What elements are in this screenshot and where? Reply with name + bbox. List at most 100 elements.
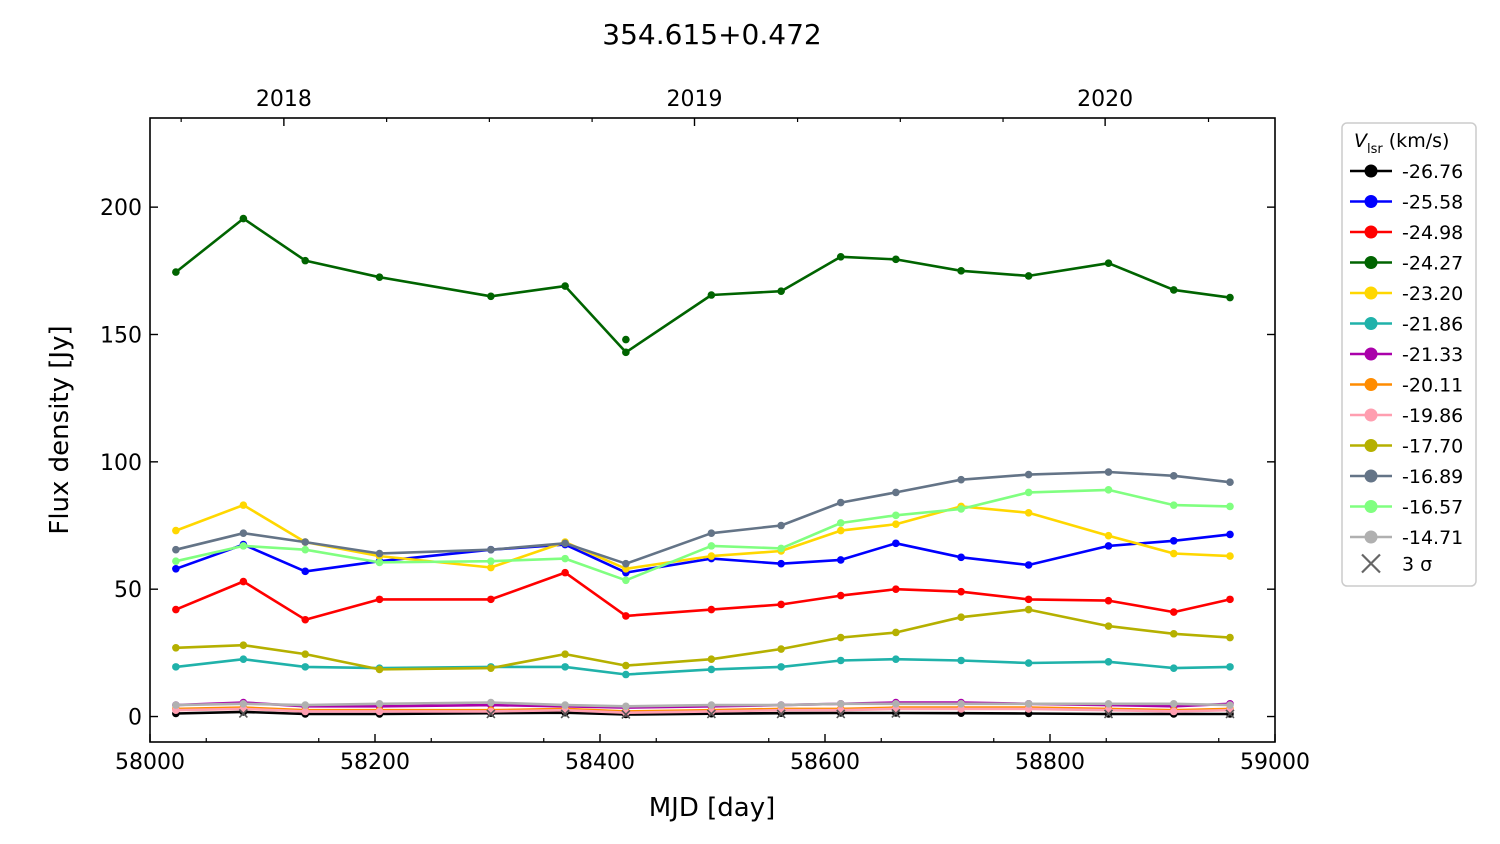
data-point <box>561 568 569 577</box>
sigma-marker <box>621 709 631 720</box>
data-point <box>777 600 785 609</box>
legend-items: -26.76 -25.58 -24.98 -24.27 -23.20 -21.86 -21.… <box>1350 161 1463 576</box>
data-point <box>957 699 965 708</box>
legend-item: -14.71 <box>1350 527 1463 549</box>
data-point <box>1104 596 1113 605</box>
data-point <box>301 256 310 265</box>
data-point <box>1169 629 1178 638</box>
y-tick-label: 100 <box>100 451 142 476</box>
data-point <box>622 335 630 344</box>
data-point <box>375 273 384 281</box>
data-point <box>957 267 965 275</box>
data-point <box>239 214 248 223</box>
series--24.27 <box>172 214 1234 357</box>
legend-label: -24.98 <box>1402 222 1463 244</box>
data-point <box>301 701 310 709</box>
data-point <box>1104 531 1113 540</box>
sigma-marker <box>1103 709 1114 719</box>
legend-label: -23.20 <box>1402 283 1463 305</box>
data-point <box>239 529 248 537</box>
data-point <box>1104 542 1113 550</box>
sigma-marker <box>706 709 716 719</box>
data-point <box>1169 707 1178 716</box>
series--16.89 <box>172 468 1234 568</box>
data-point <box>1169 536 1178 545</box>
data-point <box>1169 664 1178 672</box>
sigma-marker <box>238 708 248 719</box>
legend-label: -25.58 <box>1402 192 1463 214</box>
data-point <box>836 633 845 642</box>
data-point <box>707 707 716 716</box>
legend-marker <box>1364 378 1378 391</box>
legend-label: -21.86 <box>1402 314 1463 336</box>
series-line <box>175 488 1231 582</box>
data-point <box>301 663 310 671</box>
data-point <box>836 591 845 600</box>
legend-item: -24.98 <box>1350 222 1463 244</box>
ticks-layer: 58000 58200 58400 58600 58800 59000 0 50 100 150 2… <box>100 87 1310 775</box>
data-point <box>1104 622 1113 630</box>
series-line <box>175 608 1231 671</box>
data-point <box>487 563 495 572</box>
data-point <box>777 559 785 568</box>
data-point <box>707 655 716 664</box>
series-line <box>175 470 1231 566</box>
data-point <box>301 650 310 658</box>
plot-frame <box>149 117 1276 743</box>
data-point <box>375 549 384 558</box>
legend-item: -19.86 <box>1350 405 1463 427</box>
data-point <box>487 292 495 301</box>
data-point <box>1024 659 1033 667</box>
data-point <box>1226 530 1234 539</box>
legend-title: Vlsr (km/s) <box>1354 130 1449 157</box>
data-point <box>1226 595 1234 604</box>
data-point <box>777 521 785 530</box>
data-point <box>561 282 569 290</box>
data-point <box>1104 657 1113 666</box>
data-point <box>239 542 248 550</box>
data-point <box>1226 663 1234 671</box>
data-point <box>777 287 785 295</box>
data-point <box>375 707 384 716</box>
data-point <box>1024 508 1033 517</box>
legend-sigma-label: 3 σ <box>1402 554 1432 576</box>
legend-marker <box>1364 256 1378 269</box>
chart-title: 354.615+0.472 <box>602 18 821 51</box>
legend-title-sub: lsr <box>1367 142 1383 157</box>
series-line <box>175 533 1231 574</box>
legend-marker <box>1364 439 1378 452</box>
data-point <box>622 708 630 717</box>
data-point <box>892 539 900 548</box>
data-point <box>957 553 965 562</box>
data-point <box>622 612 630 620</box>
legend-label: -24.27 <box>1402 253 1463 275</box>
data-point <box>239 655 248 664</box>
legend-marker <box>1364 286 1378 300</box>
data-point <box>836 519 845 527</box>
y-tick-label: 50 <box>114 578 142 603</box>
legend-sigma-marker <box>1361 553 1381 574</box>
data-point <box>892 511 900 520</box>
data-point <box>239 641 248 650</box>
top-tick-label: 2020 <box>1077 87 1133 112</box>
data-point <box>172 526 180 535</box>
data-point <box>1024 488 1033 497</box>
data-point <box>375 595 384 604</box>
data-point <box>707 552 716 560</box>
series-line <box>175 571 1231 622</box>
data-point <box>172 643 180 652</box>
top-tick-label: 2018 <box>256 87 312 112</box>
data-point <box>375 558 384 567</box>
legend-label: -20.11 <box>1402 375 1463 397</box>
data-point <box>892 699 900 708</box>
data-point <box>1169 472 1178 480</box>
legend-marker <box>1364 408 1378 422</box>
data-point <box>172 701 180 709</box>
data-point <box>172 565 180 573</box>
data-point <box>957 505 965 513</box>
sigma-marker <box>1225 709 1235 719</box>
data-point <box>777 701 785 709</box>
data-point <box>622 348 630 357</box>
data-point <box>1226 502 1234 511</box>
data-point <box>957 475 965 484</box>
